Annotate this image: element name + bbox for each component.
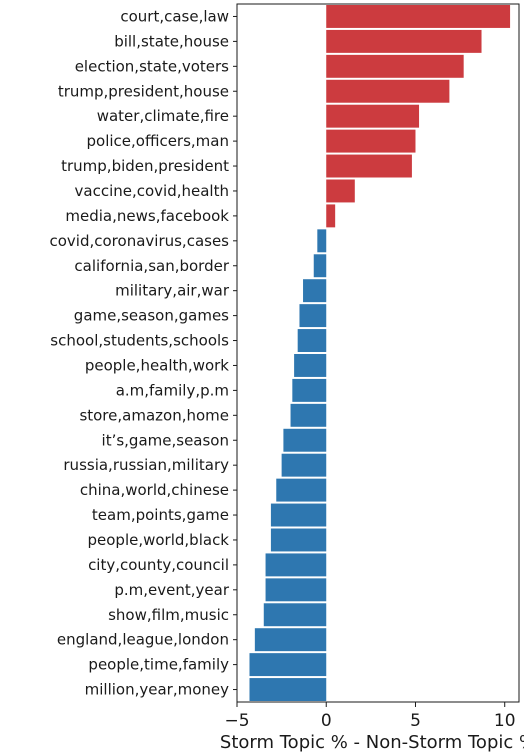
bar [326,29,482,53]
bar [281,453,327,477]
bar [303,279,327,303]
bars-group [249,4,511,702]
category-label: game,season,games [74,307,229,325]
bar [263,603,327,627]
category-label: police,officers,man [87,132,230,150]
category-label: people,world,black [88,531,230,549]
category-label: water,climate,fire [97,107,229,125]
x-ticks-group: −5 0 5 10 [224,702,516,731]
bar [265,553,327,577]
category-label: a.m,family,p.m [116,381,229,399]
bar [326,104,420,128]
bar [290,403,327,427]
plot-frame [236,3,520,703]
category-label: trump,president,house [58,82,229,100]
bar [292,378,327,402]
bar [326,179,355,203]
category-label: school,students,schools [50,332,229,350]
bar [326,79,450,103]
bar [326,154,412,178]
category-label: russia,russian,military [63,456,229,474]
category-label: covid,coronavirus,cases [50,232,230,250]
x-tick-label: 10 [494,711,516,731]
category-label: vaccine,covid,health [75,182,229,200]
category-label: trump,biden,president [61,157,229,175]
x-tick-label: 0 [321,711,332,731]
bar [249,678,327,702]
category-label: election,state,voters [75,57,229,75]
bar [270,503,327,527]
category-labels-group: court,case,law bill,state,house election,s… [50,7,230,698]
bar [294,353,327,377]
category-label: england,league,london [57,631,229,649]
bar [326,54,464,78]
category-label: city,county,council [88,556,229,574]
category-label: p.m,event,year [114,581,229,599]
bar [276,478,327,502]
bar [317,229,327,253]
x-tick-label: 5 [410,711,421,731]
x-axis-label: Storm Topic % - Non-Storm Topic % [220,732,524,753]
bar [265,578,327,602]
category-label: show,film,music [108,606,229,624]
bar [297,329,327,353]
bar [270,528,327,552]
bar [299,304,327,328]
bar [326,204,336,228]
category-label: court,case,law [120,7,229,25]
bar [283,428,327,452]
category-label: it’s,game,season [102,431,229,449]
category-label: people,health,work [85,356,229,374]
x-tick-label: −5 [224,711,249,731]
bar [326,129,416,153]
category-label: bill,state,house [114,32,229,50]
bar [326,4,511,28]
category-label: california,san,border [74,257,229,275]
category-label: store,amazon,home [79,406,229,424]
bar [254,628,327,652]
category-label: china,world,chinese [80,481,229,499]
category-label: million,year,money [85,681,229,699]
category-label: media,news,facebook [65,207,229,225]
bar [249,653,327,677]
category-label: military,air,war [115,282,230,300]
bar [313,254,327,278]
axes-group [233,3,520,703]
category-label: team,points,game [92,506,229,524]
category-label: people,time,family [88,656,229,674]
